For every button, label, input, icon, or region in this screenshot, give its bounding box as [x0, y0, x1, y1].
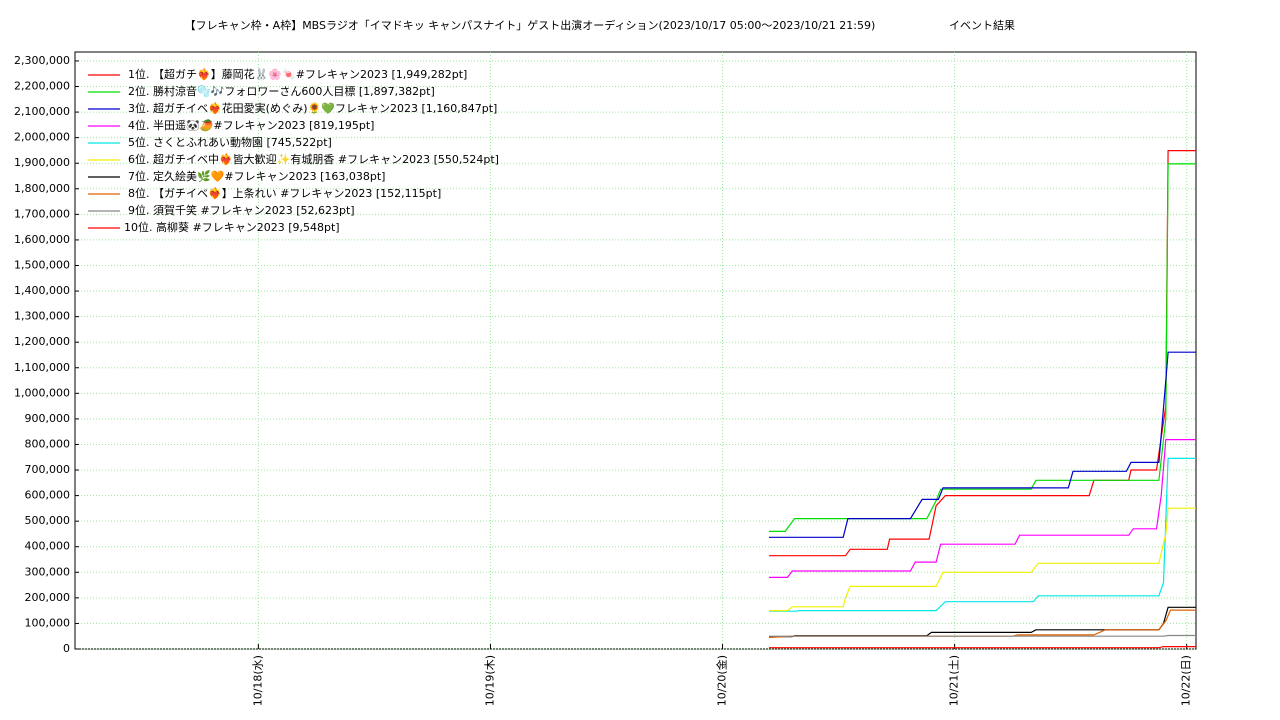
y-tick-label: 1,800,000: [14, 182, 70, 195]
y-tick-label: 2,100,000: [14, 105, 70, 118]
legend-label: 5位. さくとふれあい動物園 [745,522pt]: [128, 135, 332, 149]
x-tick-label: 10/21(土): [948, 655, 961, 706]
y-tick-label: 1,600,000: [14, 233, 70, 246]
series-line: [769, 439, 1196, 578]
legend-label: 1位. 【超ガチ❤️‍🔥】藤岡花🐰🌸🍬#フレキャン2023 [1,949,282…: [128, 67, 467, 81]
legend-label: 6位. 超ガチイベ中❤️‍🔥皆大歓迎✨有城朋香 #フレキャン2023 [550,…: [128, 152, 499, 166]
y-tick-label: 1,500,000: [14, 258, 70, 271]
series-line: [769, 150, 1196, 557]
y-tick-label: 2,000,000: [14, 131, 70, 144]
legend-label: 8位. 【ガチイベ❤️‍🔥】上条れい #フレキャン2023 [152,115pt…: [128, 186, 441, 200]
x-tick-label: 10/20(金): [715, 655, 729, 706]
chart-title: 【フレキャン枠・A枠】MBSラジオ「イマドキッ キャンパスナイト」ゲスト出演オー…: [185, 18, 876, 32]
y-tick-label: 700,000: [25, 463, 71, 476]
chart-subtitle: イベント結果: [949, 18, 1015, 32]
x-tick-label: 10/22(日): [1180, 655, 1193, 706]
y-tick-label: 100,000: [25, 616, 71, 629]
y-tick-label: 1,900,000: [14, 156, 70, 169]
legend-label: 3位. 超ガチイベ❤️‍🔥花田愛実(めぐみ)🌻💚フレキャン2023 [1,160…: [128, 101, 497, 115]
y-tick-label: 1,100,000: [14, 361, 70, 374]
series-line: [769, 457, 1196, 612]
legend-label: 7位. 定久絵美🌿🧡#フレキャン2023 [163,038pt]: [128, 169, 385, 183]
series-line: [769, 351, 1196, 538]
series-line: [769, 634, 1196, 637]
y-tick-label: 900,000: [25, 412, 71, 425]
plot-frame: [74, 51, 1197, 650]
x-tick-label: 10/19(木): [483, 655, 496, 706]
y-tick-label: 400,000: [25, 540, 71, 553]
legend-label: 2位. 勝村涼音🫧🎶フォロワーさん600人目標 [1,897,382pt]: [128, 84, 435, 98]
series-line: [769, 507, 1196, 612]
y-tick-label: 2,300,000: [14, 54, 70, 67]
y-tick-label: 2,200,000: [14, 80, 70, 93]
y-tick-label: 300,000: [25, 565, 71, 578]
y-tick-label: 0: [63, 642, 70, 655]
y-tick-label: 1,200,000: [14, 335, 70, 348]
y-tick-label: 500,000: [25, 514, 71, 527]
legend-label: 10位. 高柳葵 #フレキャン2023 [9,548pt]: [124, 220, 340, 234]
y-tick-label: 600,000: [25, 489, 71, 502]
series-line: [769, 163, 1196, 532]
series-line: [769, 646, 1196, 649]
legend-label: 4位. 半田遥🐼🥭#フレキャン2023 [819,195pt]: [128, 118, 374, 132]
y-tick-label: 1,300,000: [14, 310, 70, 323]
y-tick-label: 1,700,000: [14, 207, 70, 220]
y-tick-label: 200,000: [25, 591, 71, 604]
y-tick-label: 1,400,000: [14, 284, 70, 297]
y-tick-label: 1,000,000: [14, 386, 70, 399]
x-tick-label: 10/18(水): [251, 655, 264, 706]
legend-label: 9位. 須賀千笑 #フレキャン2023 [52,623pt]: [128, 203, 355, 217]
series-line: [769, 606, 1196, 638]
y-tick-label: 800,000: [25, 437, 71, 450]
